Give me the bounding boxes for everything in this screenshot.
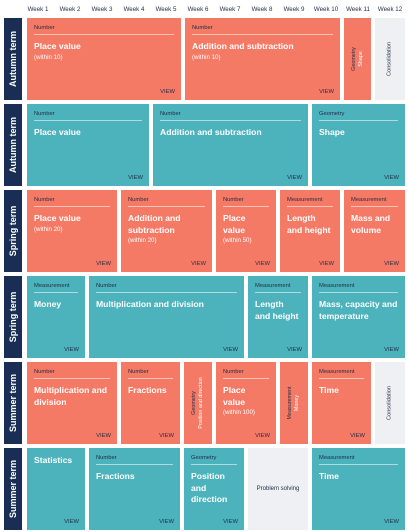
block-consolidation: Consolidation [375,362,405,444]
block-problem-solving: Problem solving [248,448,308,530]
view-link[interactable]: VIEW [255,261,270,267]
block-money[interactable]: Measurement Money VIEW [27,276,85,358]
view-link[interactable]: VIEW [384,347,399,353]
term-label: Summer term [4,362,22,444]
block-length-height[interactable]: Measurement Length and height VIEW [248,276,308,358]
block-shape[interactable]: Geometry Shape VIEW [312,104,405,186]
block-fractions[interactable]: Number Fractions VIEW [121,362,180,444]
block-mass-capacity-temperature[interactable]: Measurement Mass, capacity and temperatu… [312,276,405,358]
block-addition-subtraction[interactable]: Number Addition and subtraction VIEW [153,104,308,186]
term-label: Spring term [4,190,22,272]
view-link[interactable]: VIEW [160,89,175,95]
week-header: Week 1 [27,6,49,13]
view-link[interactable]: VIEW [350,433,365,439]
view-link[interactable]: VIEW [255,433,270,439]
view-link[interactable]: VIEW [64,347,79,353]
block-time[interactable]: Measurement Time VIEW [312,362,371,444]
term-label: Spring term [4,276,22,358]
week-header: Week 8 [251,6,273,13]
block-mass-volume[interactable]: Measurement Mass and volume VIEW [344,190,405,272]
view-link[interactable]: VIEW [223,347,238,353]
block-place-value-50[interactable]: Number Place value (within 50) VIEW [216,190,276,272]
view-link[interactable]: VIEW [287,347,302,353]
block-position-direction[interactable]: Geometry Position and direction VIEW [184,448,244,530]
view-link[interactable]: VIEW [319,89,334,95]
block-consolidation: Consolidation [375,18,405,100]
block-place-value[interactable]: Number Place value (within 10) VIEW [27,18,181,100]
block-shape[interactable]: Geometry Shape [344,18,371,100]
view-link[interactable]: VIEW [64,519,79,525]
block-statistics[interactable]: Statistics VIEW [27,448,85,530]
block-time[interactable]: Measurement Time VIEW [312,448,405,530]
view-link[interactable]: VIEW [287,175,302,181]
week-header: Week 10 [313,6,339,13]
block-length-height[interactable]: Measurement Length and height VIEW [280,190,340,272]
view-link[interactable]: VIEW [223,519,238,525]
view-link[interactable]: VIEW [191,261,206,267]
term-label: Summer term [4,448,22,530]
block-place-value-100[interactable]: Number Place value (within 100) VIEW [216,362,276,444]
block-fractions[interactable]: Number Fractions VIEW [89,448,180,530]
week-header: Week 9 [283,6,305,13]
block-multiplication-division[interactable]: Number Multiplication and division VIEW [27,362,117,444]
week-header: Week 7 [219,6,241,13]
week-header: Week 6 [187,6,209,13]
term-label: Autumn term [4,18,22,100]
view-link[interactable]: VIEW [384,261,399,267]
week-header: Week 2 [59,6,81,13]
block-position-direction[interactable]: Geometry Position and direction [184,362,212,444]
week-header: Week 12 [377,6,403,13]
view-link[interactable]: VIEW [384,175,399,181]
block-multiplication-division[interactable]: Number Multiplication and division VIEW [89,276,244,358]
term-label: Autumn term [4,104,22,186]
block-place-value[interactable]: Number Place value (within 20) VIEW [27,190,117,272]
week-header: Week 3 [91,6,113,13]
view-link[interactable]: VIEW [319,261,334,267]
view-link[interactable]: VIEW [96,433,111,439]
view-link[interactable]: VIEW [159,433,174,439]
view-link[interactable]: VIEW [128,175,143,181]
week-header: Week 11 [346,6,370,13]
block-place-value[interactable]: Number Place value VIEW [27,104,149,186]
view-link[interactable]: VIEW [384,519,399,525]
block-money[interactable]: Measurement Money [280,362,308,444]
week-header: Week 5 [155,6,177,13]
block-addition-subtraction[interactable]: Number Addition and subtraction (within … [185,18,340,100]
view-link[interactable]: VIEW [96,261,111,267]
block-addition-subtraction[interactable]: Number Addition and subtraction (within … [121,190,212,272]
week-header: Week 4 [123,6,145,13]
view-link[interactable]: VIEW [159,519,174,525]
